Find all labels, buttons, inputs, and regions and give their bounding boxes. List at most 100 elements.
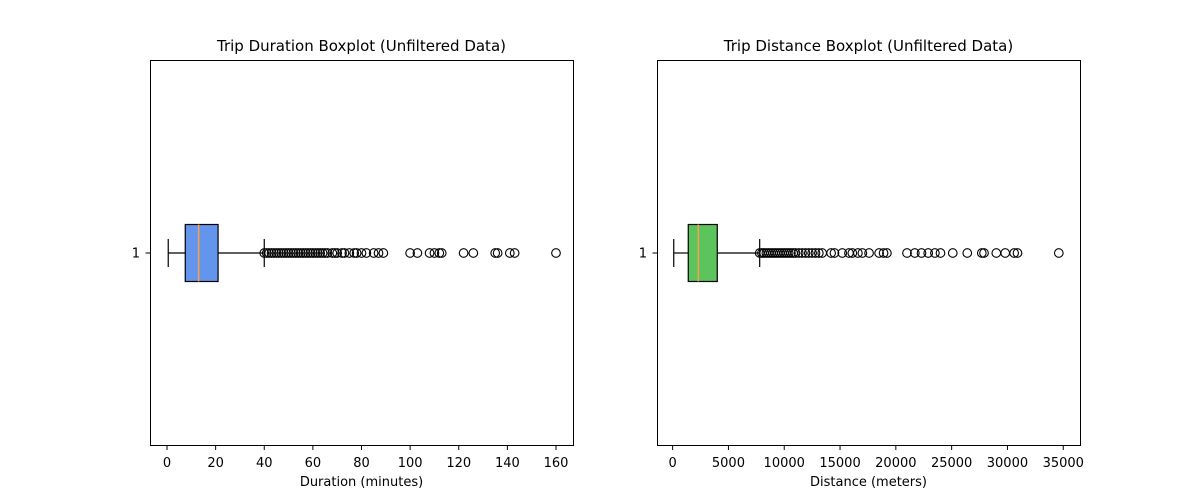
outlier-point [337,248,347,258]
x-axis-label: Duration (minutes) [300,475,423,490]
outlier-point [947,248,958,258]
plot-area [673,223,1064,283]
outlier-point [826,248,836,258]
outlier-point [356,248,367,258]
outlier-point [424,248,435,258]
x-tick-label: 15000 [819,456,860,471]
outlier-point [492,248,503,258]
outlier-point [288,248,299,258]
outlier-point [281,248,291,258]
outlier-point [349,248,360,258]
outlier-point [332,248,343,258]
outlier-point [810,248,821,258]
outlier-point [273,248,284,258]
plot-area [167,223,561,283]
outlier-point [308,248,318,258]
outlier-point [504,248,515,258]
x-tick-label: 0 [163,456,171,471]
outlier-point [291,248,301,258]
outlier-point [923,248,934,258]
outlier-point [378,248,389,258]
outlier-point [312,248,323,258]
y-axis-ticks: 1 [639,247,658,262]
outlier-point [1000,248,1011,258]
outlier-point [878,248,889,258]
outlier-point [278,248,289,258]
outlier-point [976,248,987,258]
outlier-point [344,248,355,258]
chart-title: Trip Duration Boxplot (Unfiltered Data) [216,37,506,55]
outlier-point [295,248,306,258]
x-axis-ticks: 0 5000 10000 15000 20000 25000 30000 35000 [668,445,1084,471]
outlier-point [271,248,282,258]
outlier-point [283,248,294,258]
outlier-point [829,248,840,258]
x-tick-label: 80 [353,456,370,471]
distance-boxplot-chart: Trip Distance Boxplot (Unfiltered Data) … [639,37,1084,490]
outlier-point [436,248,447,258]
outlier-point [935,248,946,258]
outlier-point [264,248,274,258]
outlier-point [320,248,330,258]
outlier-point [509,248,520,258]
outlier-point [864,248,874,258]
outlier-point [434,248,445,258]
outlier-point [979,248,989,258]
outlier-point [286,248,296,258]
outlier-point [429,248,440,258]
outlier-point [405,248,415,258]
x-tick-label: 160 [544,456,569,471]
outlier-point [1012,248,1023,258]
outlier-point [468,248,479,258]
outlier-point [813,248,824,258]
x-tick-label: 100 [398,456,423,471]
outlier-point [909,248,920,258]
outlier-point [800,248,811,258]
x-tick-label: 40 [256,456,273,471]
outlier-point [458,248,469,258]
outlier-point [373,248,384,258]
x-tick-label: 60 [305,456,322,471]
iqr-box [687,223,718,283]
outlier-point [902,248,912,258]
outlier-point [962,248,973,258]
outlier-point [490,248,501,258]
outlier-point [793,248,804,258]
outlier-point [882,248,892,258]
outlier-point [807,248,817,258]
outlier-point [298,248,309,258]
outlier-point [261,248,272,258]
x-tick-label: 35000 [1043,456,1084,471]
x-tick-label: 10000 [764,456,805,471]
iqr-box [184,223,219,283]
y-tick-label: 1 [132,247,140,262]
x-axis-ticks: 0 20 40 60 80 100 120 140 160 [163,445,569,471]
outlier-point [1009,248,1020,258]
outlier-point [303,248,313,258]
x-tick-label: 5000 [712,456,745,471]
outlier-point [293,248,304,258]
x-tick-label: 25000 [931,456,972,471]
outlier-point [305,248,316,258]
outlier-point [837,248,848,258]
outlier-point [857,248,868,258]
outlier-point [322,248,333,258]
outlier-point [310,248,321,258]
outlier-point [317,248,328,258]
outlier-point [874,248,884,258]
chart-title: Trip Distance Boxplot (Unfiltered Data) [723,37,1013,55]
x-tick-label: 30000 [987,456,1028,471]
duration-boxplot-chart: Trip Duration Boxplot (Unfiltered Data) … [132,37,574,490]
outlier-point [327,248,338,258]
x-tick-label: 20000 [875,456,916,471]
outlier-point [991,248,1002,258]
outlier-point [266,248,277,258]
outlier-point [300,248,311,258]
outlier-point [368,248,379,258]
outlier-point [269,248,279,258]
outlier-point [551,248,561,258]
y-axis-ticks: 1 [132,247,151,262]
outlier-point [276,248,287,258]
outlier-point [361,248,372,258]
